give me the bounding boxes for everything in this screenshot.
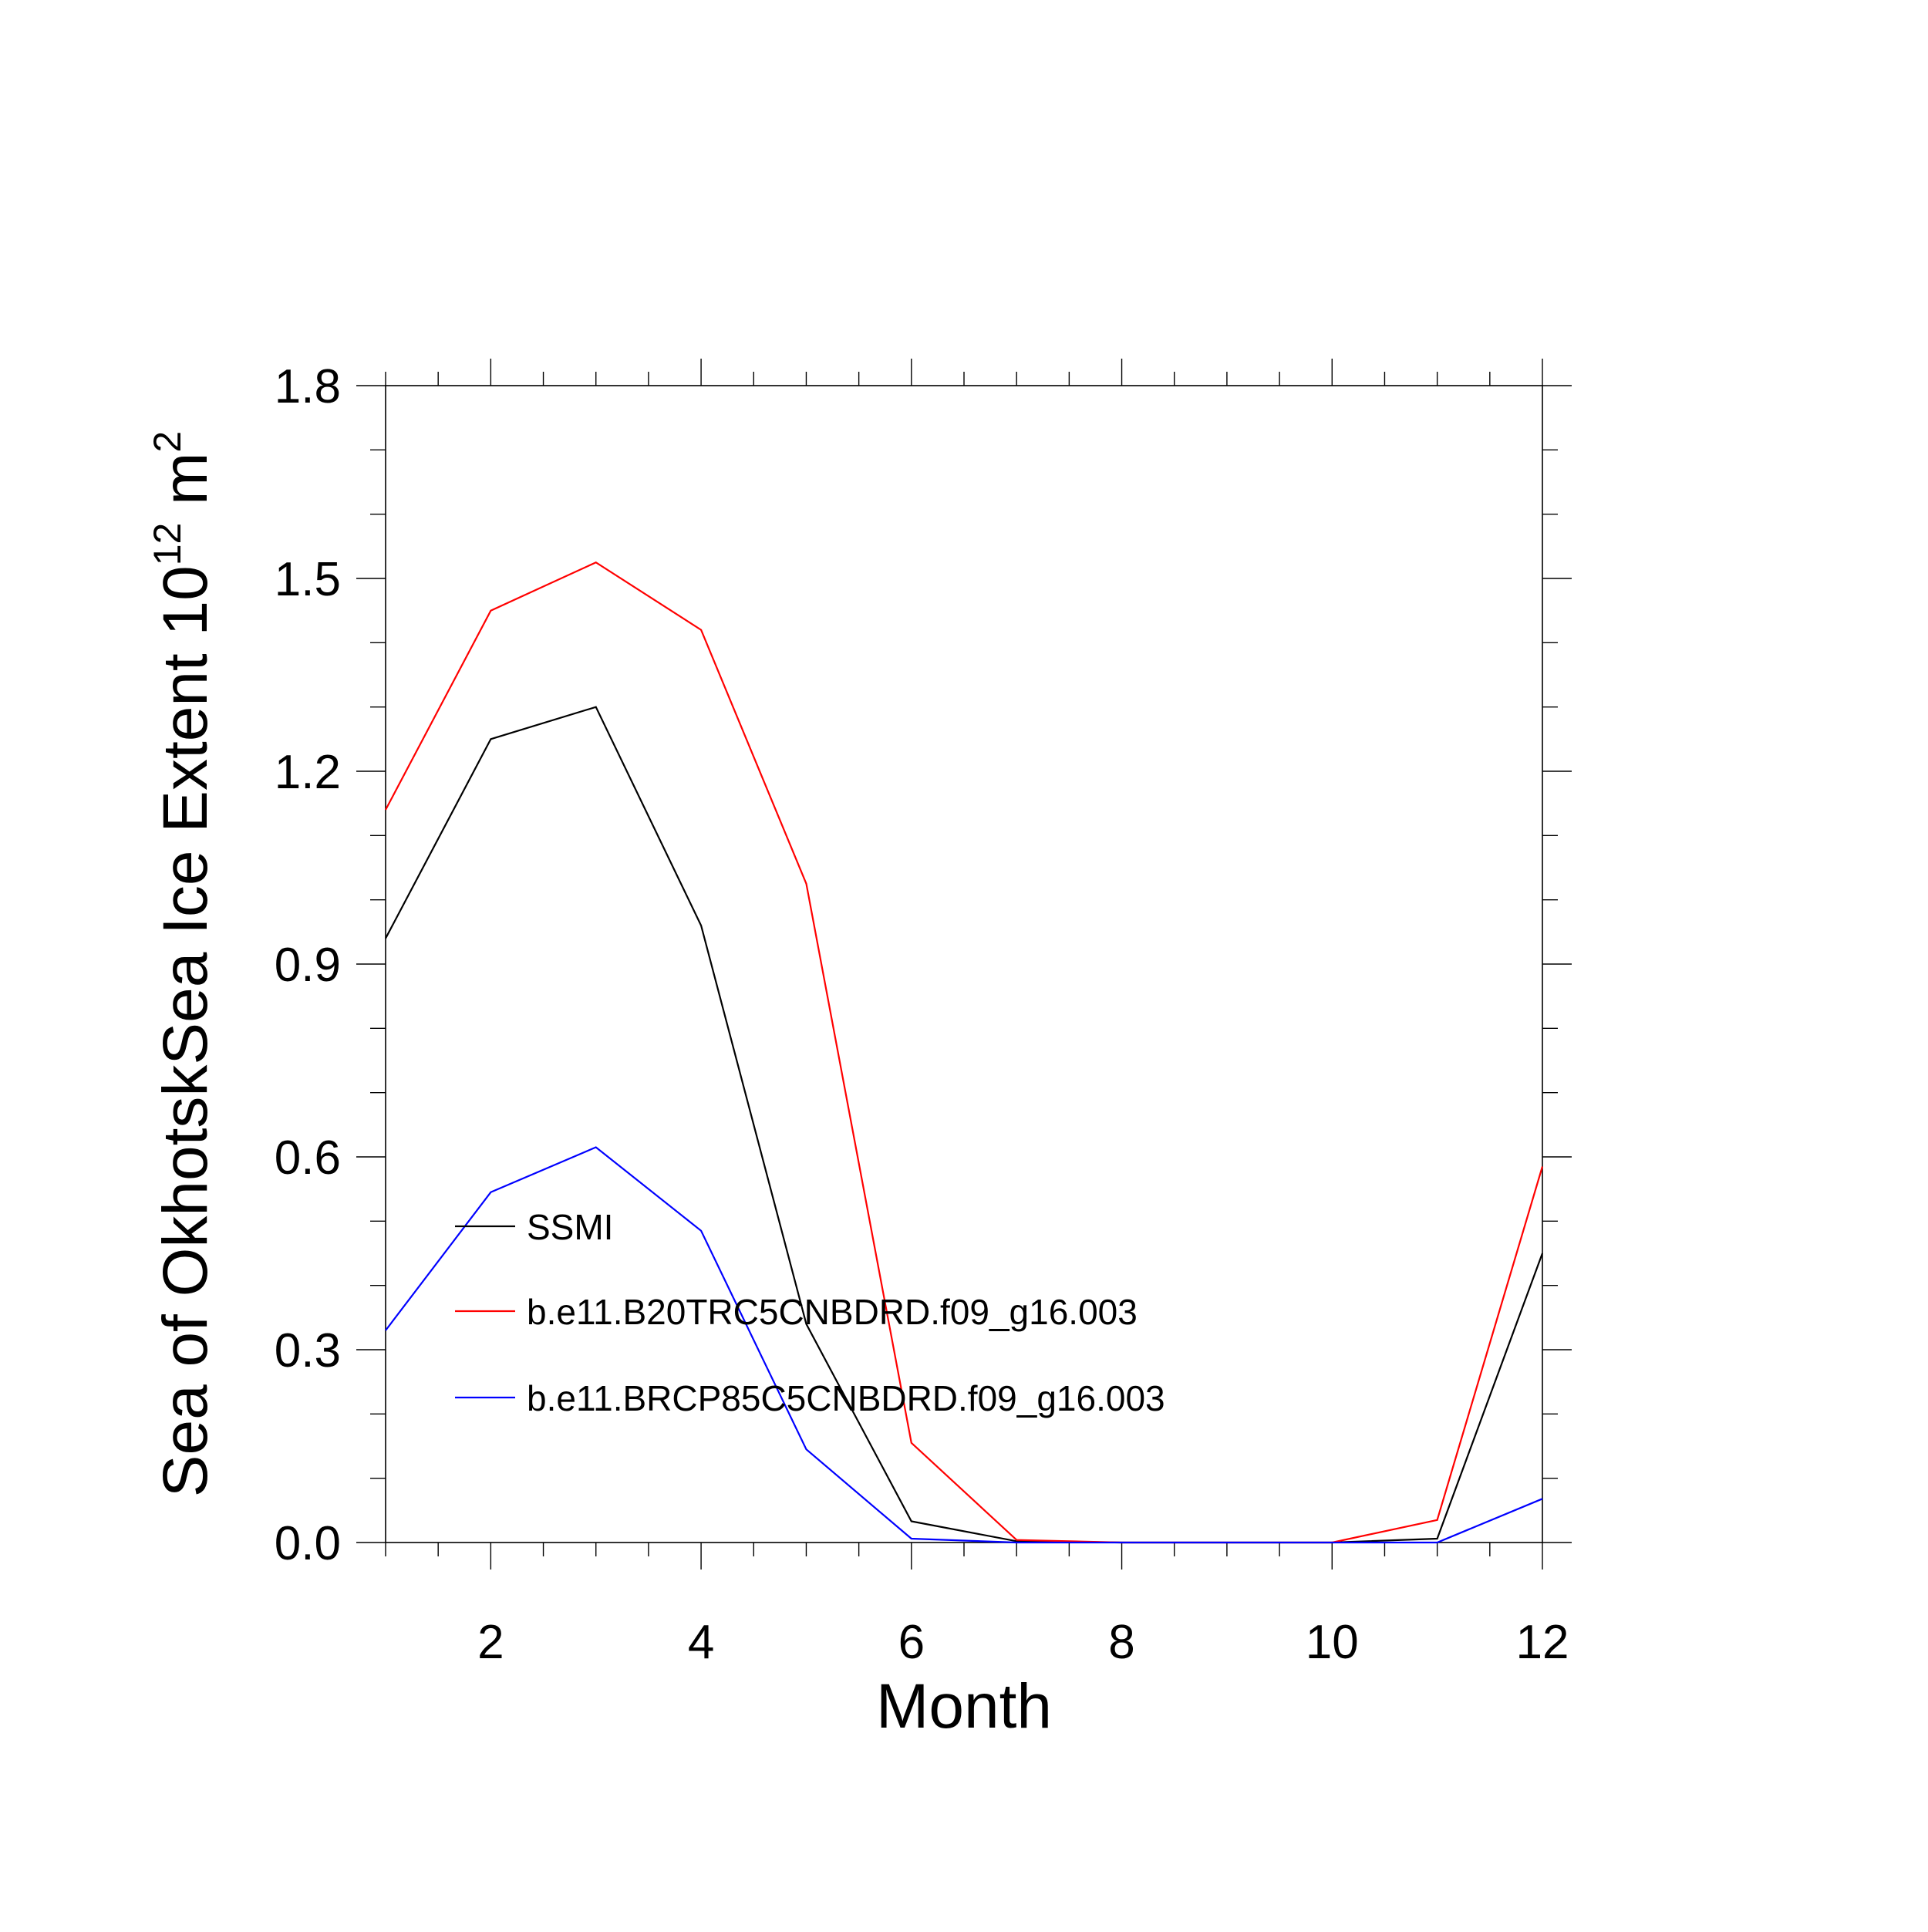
legend-label-2: b.e11.B20TRC5CNBDRD.f09_g16.003 <box>527 1292 1138 1332</box>
plot-frame <box>385 385 1543 1543</box>
x-tick-label: 6 <box>898 1616 925 1669</box>
y-tick-label: 0.3 <box>275 1324 341 1377</box>
ticks-layer: 2 4 6 8 10 12 0.0 0.3 0.6 0.9 1.2 1.5 1.8 <box>275 359 1572 1669</box>
y-tick-label: 1.2 <box>275 746 341 799</box>
y-axis-title-exponent-2: 2 <box>146 431 189 453</box>
y-axis-title-unit: m <box>150 453 221 523</box>
series-line-3 <box>385 1146 1543 1544</box>
y-tick-label: 1.8 <box>275 360 341 413</box>
y-tick-label: 0.9 <box>275 939 341 992</box>
x-tick-label: 8 <box>1108 1616 1134 1669</box>
series-line-2 <box>385 561 1544 1544</box>
legend: SSMI b.e11.B20TRC5CNBDRD.f09_g16.003 b.e11… <box>455 1207 1165 1418</box>
series-layer <box>385 561 1544 1544</box>
y-tick-label: 0.0 <box>275 1517 341 1570</box>
x-tick-label: 4 <box>688 1616 714 1669</box>
x-tick-label: 10 <box>1306 1616 1359 1669</box>
y-axis-title: Sea of OkhotskSea Ice Extent 1012 m2 <box>146 431 221 1497</box>
legend-label-1: SSMI <box>527 1207 613 1247</box>
legend-label-3: b.e11.BRCP85C5CNBDRD.f09_g16.003 <box>527 1378 1165 1418</box>
x-axis-title: Month <box>876 1671 1052 1741</box>
y-axis-title-exponent-1: 12 <box>146 523 189 566</box>
y-tick-label: 0.6 <box>275 1131 341 1185</box>
y-axis-title-main: Sea of OkhotskSea Ice Extent 10 <box>150 565 221 1497</box>
y-tick-label: 1.5 <box>275 553 341 606</box>
x-tick-label: 12 <box>1516 1616 1569 1669</box>
x-tick-label: 2 <box>477 1616 504 1669</box>
